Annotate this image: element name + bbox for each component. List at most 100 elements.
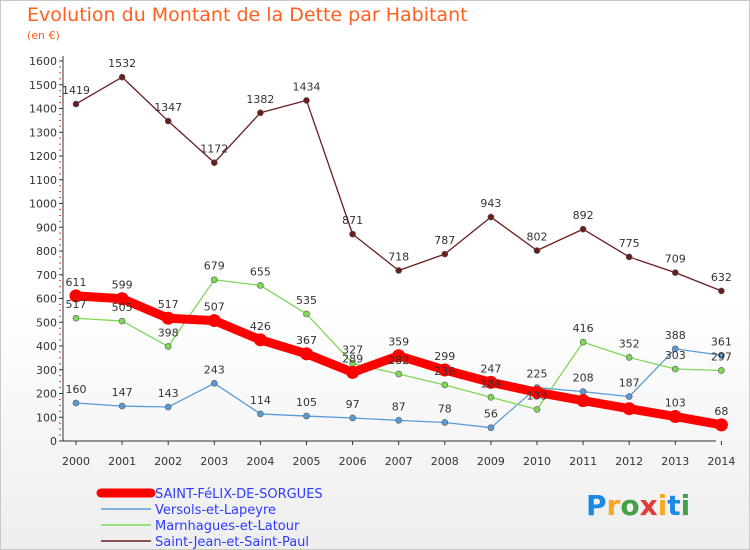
data-point — [303, 97, 310, 104]
data-point — [164, 343, 172, 350]
data-point — [257, 282, 264, 289]
data-point — [118, 402, 126, 410]
data-label: 655 — [250, 265, 271, 278]
data-point — [118, 73, 126, 81]
x-tick-label: 2003 — [200, 455, 228, 468]
data-label: 388 — [665, 329, 686, 342]
data-point — [487, 424, 495, 432]
data-point — [69, 289, 83, 303]
data-point — [622, 402, 636, 416]
data-point — [207, 314, 221, 328]
data-point — [714, 418, 728, 432]
data-label: 802 — [527, 231, 548, 244]
x-tick-label: 2014 — [707, 455, 735, 468]
data-point — [625, 393, 633, 400]
data-point — [671, 365, 679, 373]
data-label: 297 — [711, 350, 732, 363]
data-point — [395, 370, 403, 378]
legend-label-2: Marnhagues-et-Latour — [155, 519, 300, 534]
y-tick-label: 1200 — [29, 150, 57, 163]
data-point — [625, 354, 633, 361]
data-label: 103 — [665, 397, 686, 410]
data-label: 56 — [484, 408, 498, 421]
data-point — [395, 267, 403, 274]
data-point — [625, 253, 633, 261]
data-point — [211, 276, 218, 284]
data-label: 367 — [296, 334, 317, 347]
data-point — [671, 345, 679, 353]
x-tick-label: 2005 — [293, 455, 321, 468]
x-tick-label: 2012 — [615, 455, 643, 468]
data-label: 160 — [66, 383, 87, 396]
y-tick-label: 1300 — [29, 126, 57, 139]
data-point — [395, 417, 403, 424]
data-label: 143 — [158, 387, 179, 400]
legend-label-3: Saint-Jean-et-Saint-Paul — [155, 535, 309, 550]
data-point — [349, 230, 356, 238]
data-point — [346, 365, 360, 379]
data-label: 105 — [296, 396, 317, 409]
data-point — [211, 379, 218, 387]
data-point — [533, 406, 541, 413]
data-point — [718, 367, 725, 374]
data-label: 718 — [388, 250, 409, 263]
data-label: 709 — [665, 253, 686, 266]
data-label: 599 — [112, 279, 133, 292]
y-tick-label: 800 — [36, 245, 57, 258]
x-tick-label: 2011 — [569, 455, 597, 468]
data-label: 327 — [342, 343, 363, 356]
data-label: 147 — [112, 386, 133, 399]
data-label: 243 — [204, 363, 225, 376]
x-tick-label: 2000 — [62, 455, 90, 468]
data-label: 133 — [527, 389, 548, 402]
data-point — [303, 310, 310, 318]
data-point — [115, 292, 129, 306]
brand-letter: o — [620, 489, 640, 522]
data-point — [441, 419, 449, 426]
data-point — [484, 375, 498, 389]
y-tick-label: 200 — [36, 388, 57, 401]
y-tick-label: 900 — [36, 221, 57, 234]
data-label: 1434 — [293, 80, 321, 93]
data-point — [161, 311, 175, 325]
data-point — [579, 225, 587, 233]
y-tick-label: 1400 — [29, 103, 57, 116]
data-label: 416 — [573, 322, 594, 335]
data-label: 225 — [527, 368, 548, 381]
data-label: 426 — [250, 320, 271, 333]
data-label: 361 — [711, 335, 732, 348]
data-point — [349, 414, 356, 422]
brand-letter: r — [606, 489, 621, 522]
data-point — [257, 109, 264, 117]
data-point — [530, 385, 544, 399]
data-point — [487, 213, 495, 221]
y-tick-label: 1000 — [29, 198, 57, 211]
x-tick-label: 2008 — [431, 455, 459, 468]
data-label: 97 — [346, 398, 360, 411]
data-point — [72, 399, 80, 407]
y-tick-label: 1500 — [29, 79, 57, 92]
data-label: 184 — [480, 377, 501, 390]
data-label: 611 — [66, 276, 87, 289]
data-label: 299 — [434, 350, 455, 363]
data-point — [300, 347, 313, 361]
data-label: 1419 — [62, 84, 90, 97]
data-label: 1172 — [200, 143, 228, 156]
data-point — [579, 388, 587, 395]
data-point — [253, 333, 267, 347]
brand-letter: i — [680, 489, 691, 522]
chart-title: Evolution du Montant de la Dette par Hab… — [27, 4, 468, 26]
data-point — [718, 351, 725, 359]
data-point — [718, 287, 725, 295]
y-tick-label: 300 — [36, 364, 57, 377]
data-label: 517 — [158, 298, 179, 311]
brand-letter: x — [639, 489, 658, 522]
data-point — [164, 117, 172, 125]
y-tick-label: 400 — [36, 340, 57, 353]
x-tick-label: 2004 — [246, 455, 274, 468]
x-tick-label: 2007 — [385, 455, 413, 468]
data-point — [118, 317, 126, 325]
data-label: 87 — [392, 400, 406, 413]
brand-logo: Proxiti — [586, 489, 690, 522]
